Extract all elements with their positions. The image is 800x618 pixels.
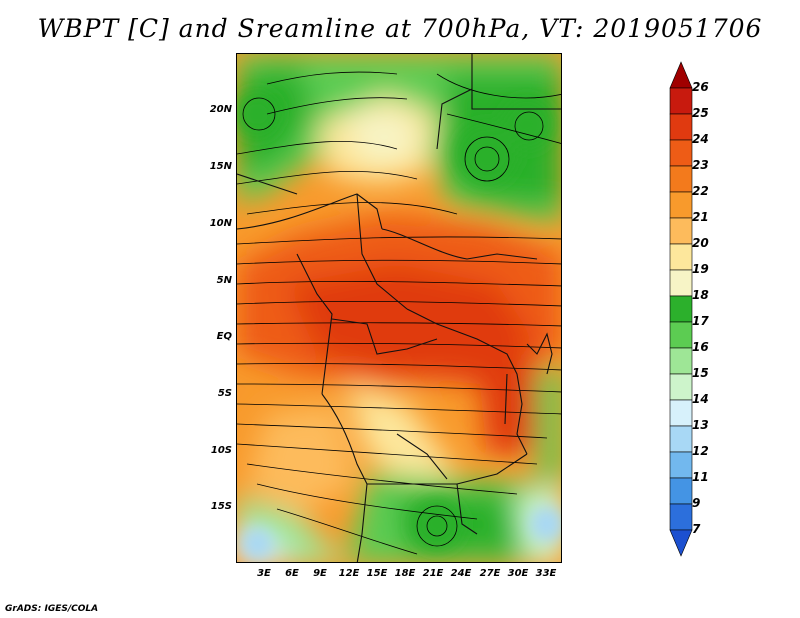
colorbar-swatch [669, 321, 693, 349]
map-panel [236, 53, 562, 563]
colorbar-swatch [669, 399, 693, 427]
colorbar-swatch [669, 347, 693, 375]
lon-label-18e: 18E [394, 568, 416, 579]
lat-label-5s: 5S [217, 388, 232, 399]
colorbar-swatch [669, 113, 693, 141]
colorbar-level-label: 25 [692, 106, 709, 120]
lat-label-10n: 10N [209, 218, 232, 229]
colorbar-level-label: 17 [692, 314, 709, 328]
colorbar-level-label: 21 [692, 210, 709, 224]
colorbar-level-label: 14 [692, 392, 709, 406]
lon-label-15e: 15E [366, 568, 388, 579]
colorbar-level-label: 24 [692, 132, 709, 146]
colorbar-level-label: 9 [692, 496, 701, 510]
colorbar-level-label: 11 [692, 470, 709, 484]
colorbar-level-label: 15 [692, 366, 709, 380]
lon-label-33e: 33E [535, 568, 557, 579]
lat-label-10s: 10S [210, 445, 232, 456]
colorbar-level-label: 13 [692, 418, 709, 432]
grads-credit: GrADS: IGES/COLA [5, 604, 99, 614]
lat-label-15n: 15N [209, 161, 232, 172]
colorbar-level-label: 18 [692, 288, 709, 302]
colorbar-swatch [669, 269, 693, 297]
colorbar-swatch [669, 191, 693, 219]
country-borders [237, 54, 561, 562]
colorbar-swatch [669, 165, 693, 193]
lat-label-20n: 20N [209, 104, 232, 115]
colorbar-level-label: 19 [692, 262, 709, 276]
lon-label-3e: 3E [257, 568, 271, 579]
lon-label-6e: 6E [285, 568, 299, 579]
colorbar-level-label: 26 [692, 80, 709, 94]
colorbar-swatch [669, 503, 693, 531]
colorbar-level-label: 12 [692, 444, 709, 458]
colorbar-level-label: 22 [692, 184, 709, 198]
colorbar-swatch [669, 243, 693, 271]
colorbar [669, 61, 693, 557]
colorbar-swatch [669, 529, 693, 557]
colorbar-level-label: 20 [692, 236, 709, 250]
lon-label-24e: 24E [450, 568, 472, 579]
colorbar-swatch [669, 373, 693, 401]
colorbar-swatch [669, 87, 693, 115]
colorbar-swatch [669, 217, 693, 245]
wbpt-map [237, 54, 561, 562]
lon-label-27e: 27E [479, 568, 501, 579]
colorbar-swatch [669, 295, 693, 323]
colorbar-level-label: 7 [692, 522, 701, 536]
colorbar-swatch [669, 139, 693, 167]
lat-label-15s: 15S [210, 501, 232, 512]
colorbar-level-label: 16 [692, 340, 709, 354]
lat-label-eq: EQ [216, 331, 232, 342]
lon-label-21e: 21E [422, 568, 444, 579]
lon-label-9e: 9E [313, 568, 327, 579]
colorbar-swatch [669, 451, 693, 479]
chart-title: WBPT [C] and Sreamline at 700hPa, VT: 20… [37, 14, 763, 43]
lon-label-12e: 12E [338, 568, 360, 579]
lon-label-30e: 30E [507, 568, 529, 579]
colorbar-swatch [669, 477, 693, 505]
colorbar-swatch [669, 61, 693, 89]
lat-label-5n: 5N [216, 275, 232, 286]
colorbar-swatch [669, 425, 693, 453]
colorbar-level-label: 23 [692, 158, 709, 172]
